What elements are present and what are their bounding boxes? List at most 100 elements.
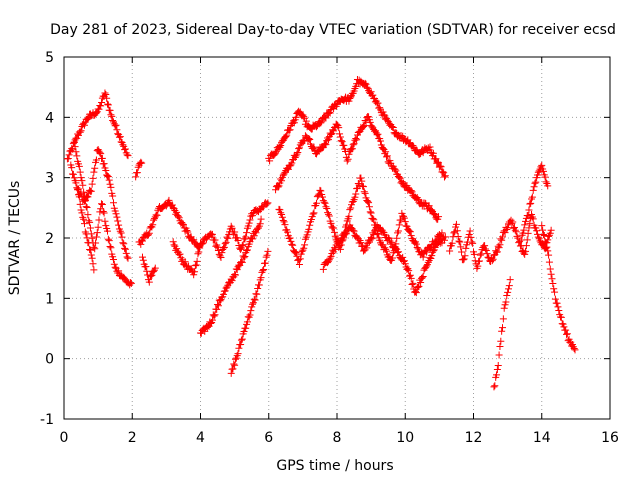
data-point (245, 219, 253, 227)
data-point (100, 160, 108, 168)
data-point (512, 228, 520, 236)
data-point (411, 288, 419, 296)
data-point (111, 122, 119, 130)
data-point (94, 223, 102, 231)
data-point (144, 231, 152, 239)
data-point (284, 165, 292, 173)
data-point (112, 121, 120, 129)
data-point (96, 149, 104, 157)
data-point (446, 247, 454, 255)
data-point (461, 252, 469, 260)
data-point (184, 228, 192, 236)
data-point (554, 303, 562, 311)
data-point (425, 202, 433, 210)
data-point (112, 210, 120, 218)
data-point (170, 241, 178, 249)
data-point (295, 145, 303, 153)
data-point (419, 272, 427, 280)
data-point (374, 130, 382, 138)
data-point (475, 257, 483, 265)
data-point (365, 203, 373, 211)
data-point (296, 255, 304, 263)
data-point (92, 233, 100, 241)
data-point (345, 212, 353, 220)
data-point (453, 227, 461, 235)
data-point (375, 223, 383, 231)
data-point (106, 242, 114, 250)
data-point (322, 114, 330, 122)
data-point (69, 170, 77, 178)
data-point (555, 307, 563, 315)
data-point (78, 209, 86, 217)
data-point (98, 99, 106, 107)
data-point (532, 178, 540, 186)
data-point (249, 212, 257, 220)
data-point (367, 209, 375, 217)
data-point (261, 259, 269, 267)
data-point (341, 231, 349, 239)
data-point (349, 198, 357, 206)
data-point (222, 238, 230, 246)
data-point (76, 128, 84, 136)
data-point (331, 232, 339, 240)
data-point (370, 231, 378, 239)
data-point (70, 138, 78, 146)
data-point (357, 239, 365, 247)
data-point (409, 142, 417, 150)
data-point (497, 337, 505, 345)
data-point (212, 242, 220, 250)
data-point (246, 311, 254, 319)
data-point (113, 126, 121, 134)
data-point (193, 257, 201, 265)
data-point (423, 262, 431, 270)
data-point (201, 327, 209, 335)
data-point (313, 199, 321, 207)
data-point (330, 224, 338, 232)
data-point (108, 112, 116, 120)
data-point (359, 247, 367, 255)
data-point (117, 229, 125, 237)
data-point (319, 265, 327, 273)
data-point (300, 244, 308, 252)
data-point (412, 289, 420, 297)
data-point (499, 324, 507, 332)
data-point (278, 213, 286, 221)
data-point (91, 164, 99, 172)
data-point (394, 227, 402, 235)
data-point (119, 141, 127, 149)
data-point (504, 288, 512, 296)
data-point (544, 247, 552, 255)
data-point (320, 198, 328, 206)
data-point (395, 252, 403, 260)
data-point (104, 227, 112, 235)
data-point (104, 100, 112, 108)
data-point (124, 254, 132, 262)
data-point (346, 95, 354, 103)
data-point (352, 135, 360, 143)
data-point (233, 266, 241, 274)
data-point (195, 248, 203, 256)
data-point (104, 235, 112, 243)
data-point (217, 254, 225, 262)
data-point (92, 239, 100, 247)
data-point (408, 188, 416, 196)
data-point (317, 119, 325, 127)
data-point (426, 143, 434, 151)
data-point (271, 150, 279, 158)
data-point (139, 256, 147, 264)
data-point (242, 233, 250, 241)
data-point (275, 142, 283, 150)
data-point (254, 284, 262, 292)
y-tick-label: 1 (45, 291, 54, 307)
data-point (115, 267, 123, 275)
data-point (302, 117, 310, 125)
data-point (132, 173, 140, 181)
data-point (104, 173, 112, 181)
data-point (149, 268, 157, 276)
data-point (146, 272, 154, 280)
data-point (494, 242, 502, 250)
data-point (369, 91, 377, 99)
data-point (522, 242, 530, 250)
data-point (153, 211, 161, 219)
data-point (503, 226, 511, 234)
